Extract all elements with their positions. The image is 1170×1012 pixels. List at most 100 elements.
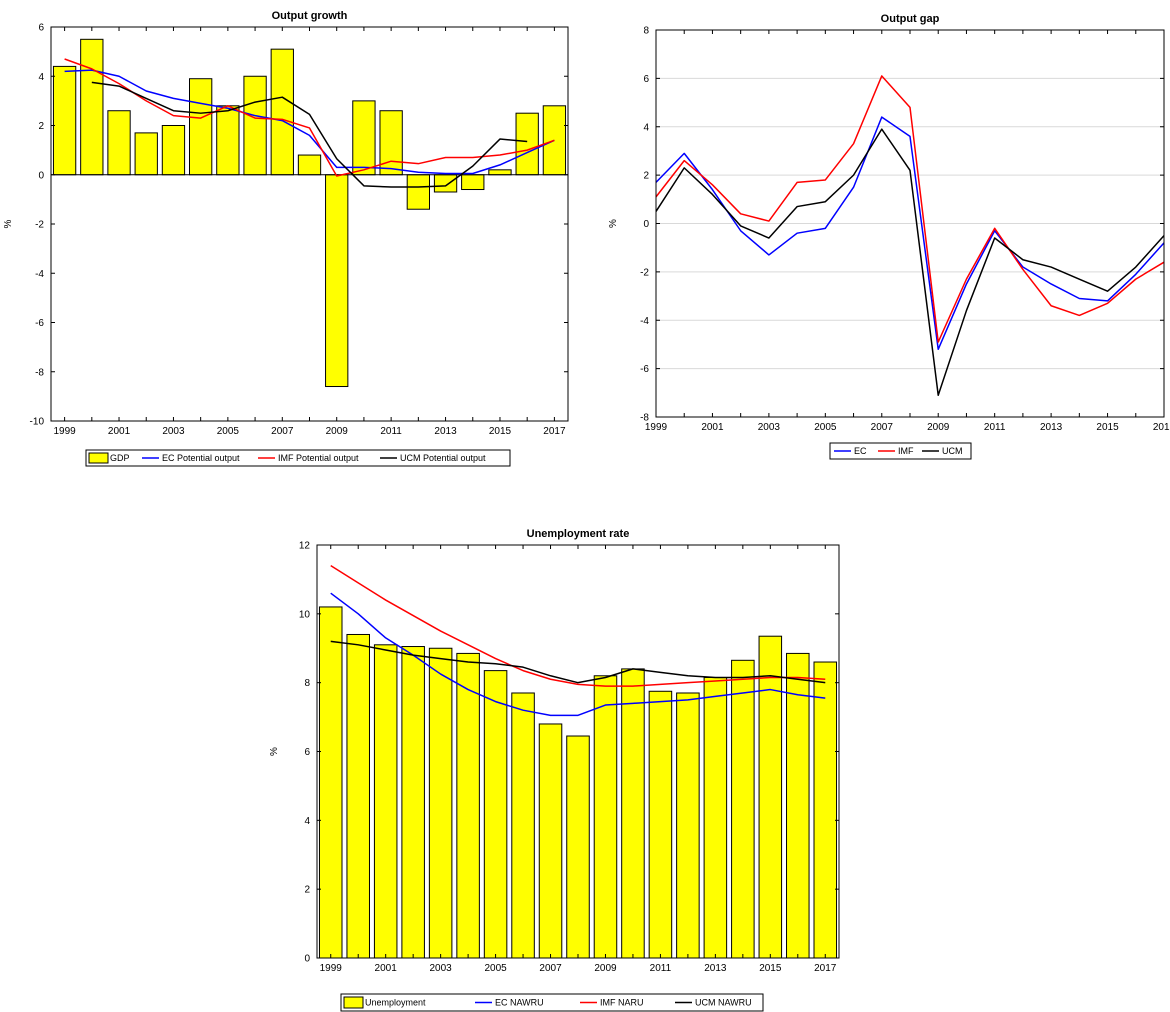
bar-2000 (80, 38, 104, 176)
y-tick-label: 10 (299, 609, 311, 620)
y-tick-label: -6 (640, 364, 649, 375)
x-tick-label: 2015 (759, 963, 782, 974)
y-tick-label: 6 (304, 747, 310, 758)
y-tick-label: 6 (38, 23, 44, 34)
bar-2014 (731, 659, 755, 959)
y-tick-label: 2 (304, 885, 310, 896)
y-tick-label: 8 (304, 678, 310, 689)
bar-2002 (401, 646, 425, 959)
bar-2015 (758, 635, 783, 959)
y-tick-label: -10 (30, 417, 45, 428)
x-tick-label: 2013 (1040, 422, 1063, 433)
series-line-imf-potential-output (64, 58, 555, 177)
bar-2007 (270, 48, 294, 176)
chart-title: Output growth (272, 10, 348, 22)
bar-2004 (189, 78, 213, 176)
bar-1999 (318, 606, 343, 959)
legend: GDP EC Potential output IMF Potential outp… (85, 449, 511, 467)
legend-label: EC (854, 446, 867, 456)
y-axis-label: % (608, 219, 619, 228)
legend-box (85, 449, 511, 467)
legend-label: UCM NAWRU (695, 998, 752, 1008)
bar-2014 (461, 174, 485, 191)
y-tick-label: 4 (38, 72, 44, 83)
x-tick-label: 2001 (108, 426, 131, 437)
bar-2004 (456, 652, 480, 959)
y-tick-label: -8 (640, 413, 649, 424)
bar-2013 (433, 174, 458, 193)
y-tick-label: 0 (38, 170, 44, 181)
x-tick-label: 2005 (484, 963, 507, 974)
x-tick-label: 1999 (320, 963, 343, 974)
bar-2012 (406, 174, 431, 210)
x-tick-label: 2013 (704, 963, 727, 974)
bar-2003 (161, 125, 186, 176)
x-tick-label: 1999 (645, 422, 668, 433)
legend-label: IMF (898, 446, 914, 456)
y-tick-label: 8 (643, 26, 649, 37)
series-line-imf (655, 75, 1165, 343)
legend-label: GDP (110, 453, 130, 463)
x-tick-label: 2017 (814, 963, 837, 974)
x-tick-label: 2017 (1153, 422, 1170, 433)
y-tick-label: -2 (35, 220, 44, 231)
y-tick-label: 4 (643, 122, 649, 133)
y-tick-label: 6 (643, 74, 649, 85)
series-line-ec-potential-output (64, 69, 555, 175)
x-tick-label: 2013 (434, 426, 457, 437)
y-tick-label: 0 (643, 219, 649, 230)
legend-label: UCM (942, 446, 963, 456)
bar-1999 (52, 65, 77, 176)
bar-2006 (243, 75, 267, 176)
plot-frame (50, 26, 569, 422)
legend-label: Unemployment (365, 998, 426, 1008)
bar-2009 (325, 174, 349, 388)
y-tick-label: 0 (304, 954, 310, 965)
x-tick-label: 2003 (430, 963, 453, 974)
bar-2001 (107, 110, 131, 176)
series-line-ucm-potential-output (91, 81, 528, 188)
x-tick-label: 2001 (701, 422, 724, 433)
x-tick-label: 2003 (162, 426, 185, 437)
chart-title: Output gap (881, 13, 940, 25)
bar-2011 (648, 690, 673, 959)
bar-2000 (346, 633, 370, 959)
bar-2017 (542, 105, 567, 176)
y-tick-label: 2 (38, 121, 44, 132)
legend-label: EC NAWRU (495, 998, 544, 1008)
y-tick-label: 12 (299, 541, 311, 552)
y-tick-label: -6 (35, 318, 44, 329)
x-tick-label: 2011 (380, 426, 402, 437)
bar-2008 (297, 154, 322, 176)
x-tick-label: 2011 (984, 422, 1006, 433)
legend-label: UCM Potential output (400, 453, 486, 463)
x-tick-label: 2003 (758, 422, 781, 433)
bar-2009 (593, 675, 618, 959)
legend-box (829, 442, 972, 460)
legend-box (340, 993, 764, 1012)
x-tick-label: 2007 (539, 963, 562, 974)
legend: Unemployment EC NAWRU IMF NARU UCM NAWRU (340, 993, 764, 1012)
bar-2016 (515, 112, 539, 176)
x-tick-label: 2015 (1096, 422, 1119, 433)
x-tick-label: 2017 (543, 426, 566, 437)
y-tick-label: -4 (35, 269, 44, 280)
bar-2003 (428, 647, 453, 959)
y-axis-label: % (3, 219, 14, 228)
bar-2017 (813, 661, 838, 959)
bar-2005 (483, 670, 508, 959)
bar-2011 (379, 110, 403, 176)
x-tick-label: 2015 (489, 426, 512, 437)
y-tick-label: 2 (643, 171, 649, 182)
bar-2015 (488, 169, 512, 176)
legend-swatch (343, 996, 364, 1009)
chart-output-gap: -8 -6 -4 -2 0 2 4 6 8 1999 2001 2003 2005 2007 2009 201… (608, 13, 1170, 460)
bar-2010 (352, 100, 376, 176)
x-tick-label: 2007 (271, 426, 294, 437)
x-tick-label: 2011 (650, 963, 672, 974)
legend-label: IMF NARU (600, 998, 644, 1008)
y-tick-label: -4 (640, 316, 649, 327)
chart-output-growth: -10 -8 -6 -4 -2 0 2 4 6 1999 2001 2003 2005 2007 2009 2… (3, 10, 569, 467)
x-tick-label: 2007 (871, 422, 894, 433)
bar-2013 (703, 677, 728, 959)
